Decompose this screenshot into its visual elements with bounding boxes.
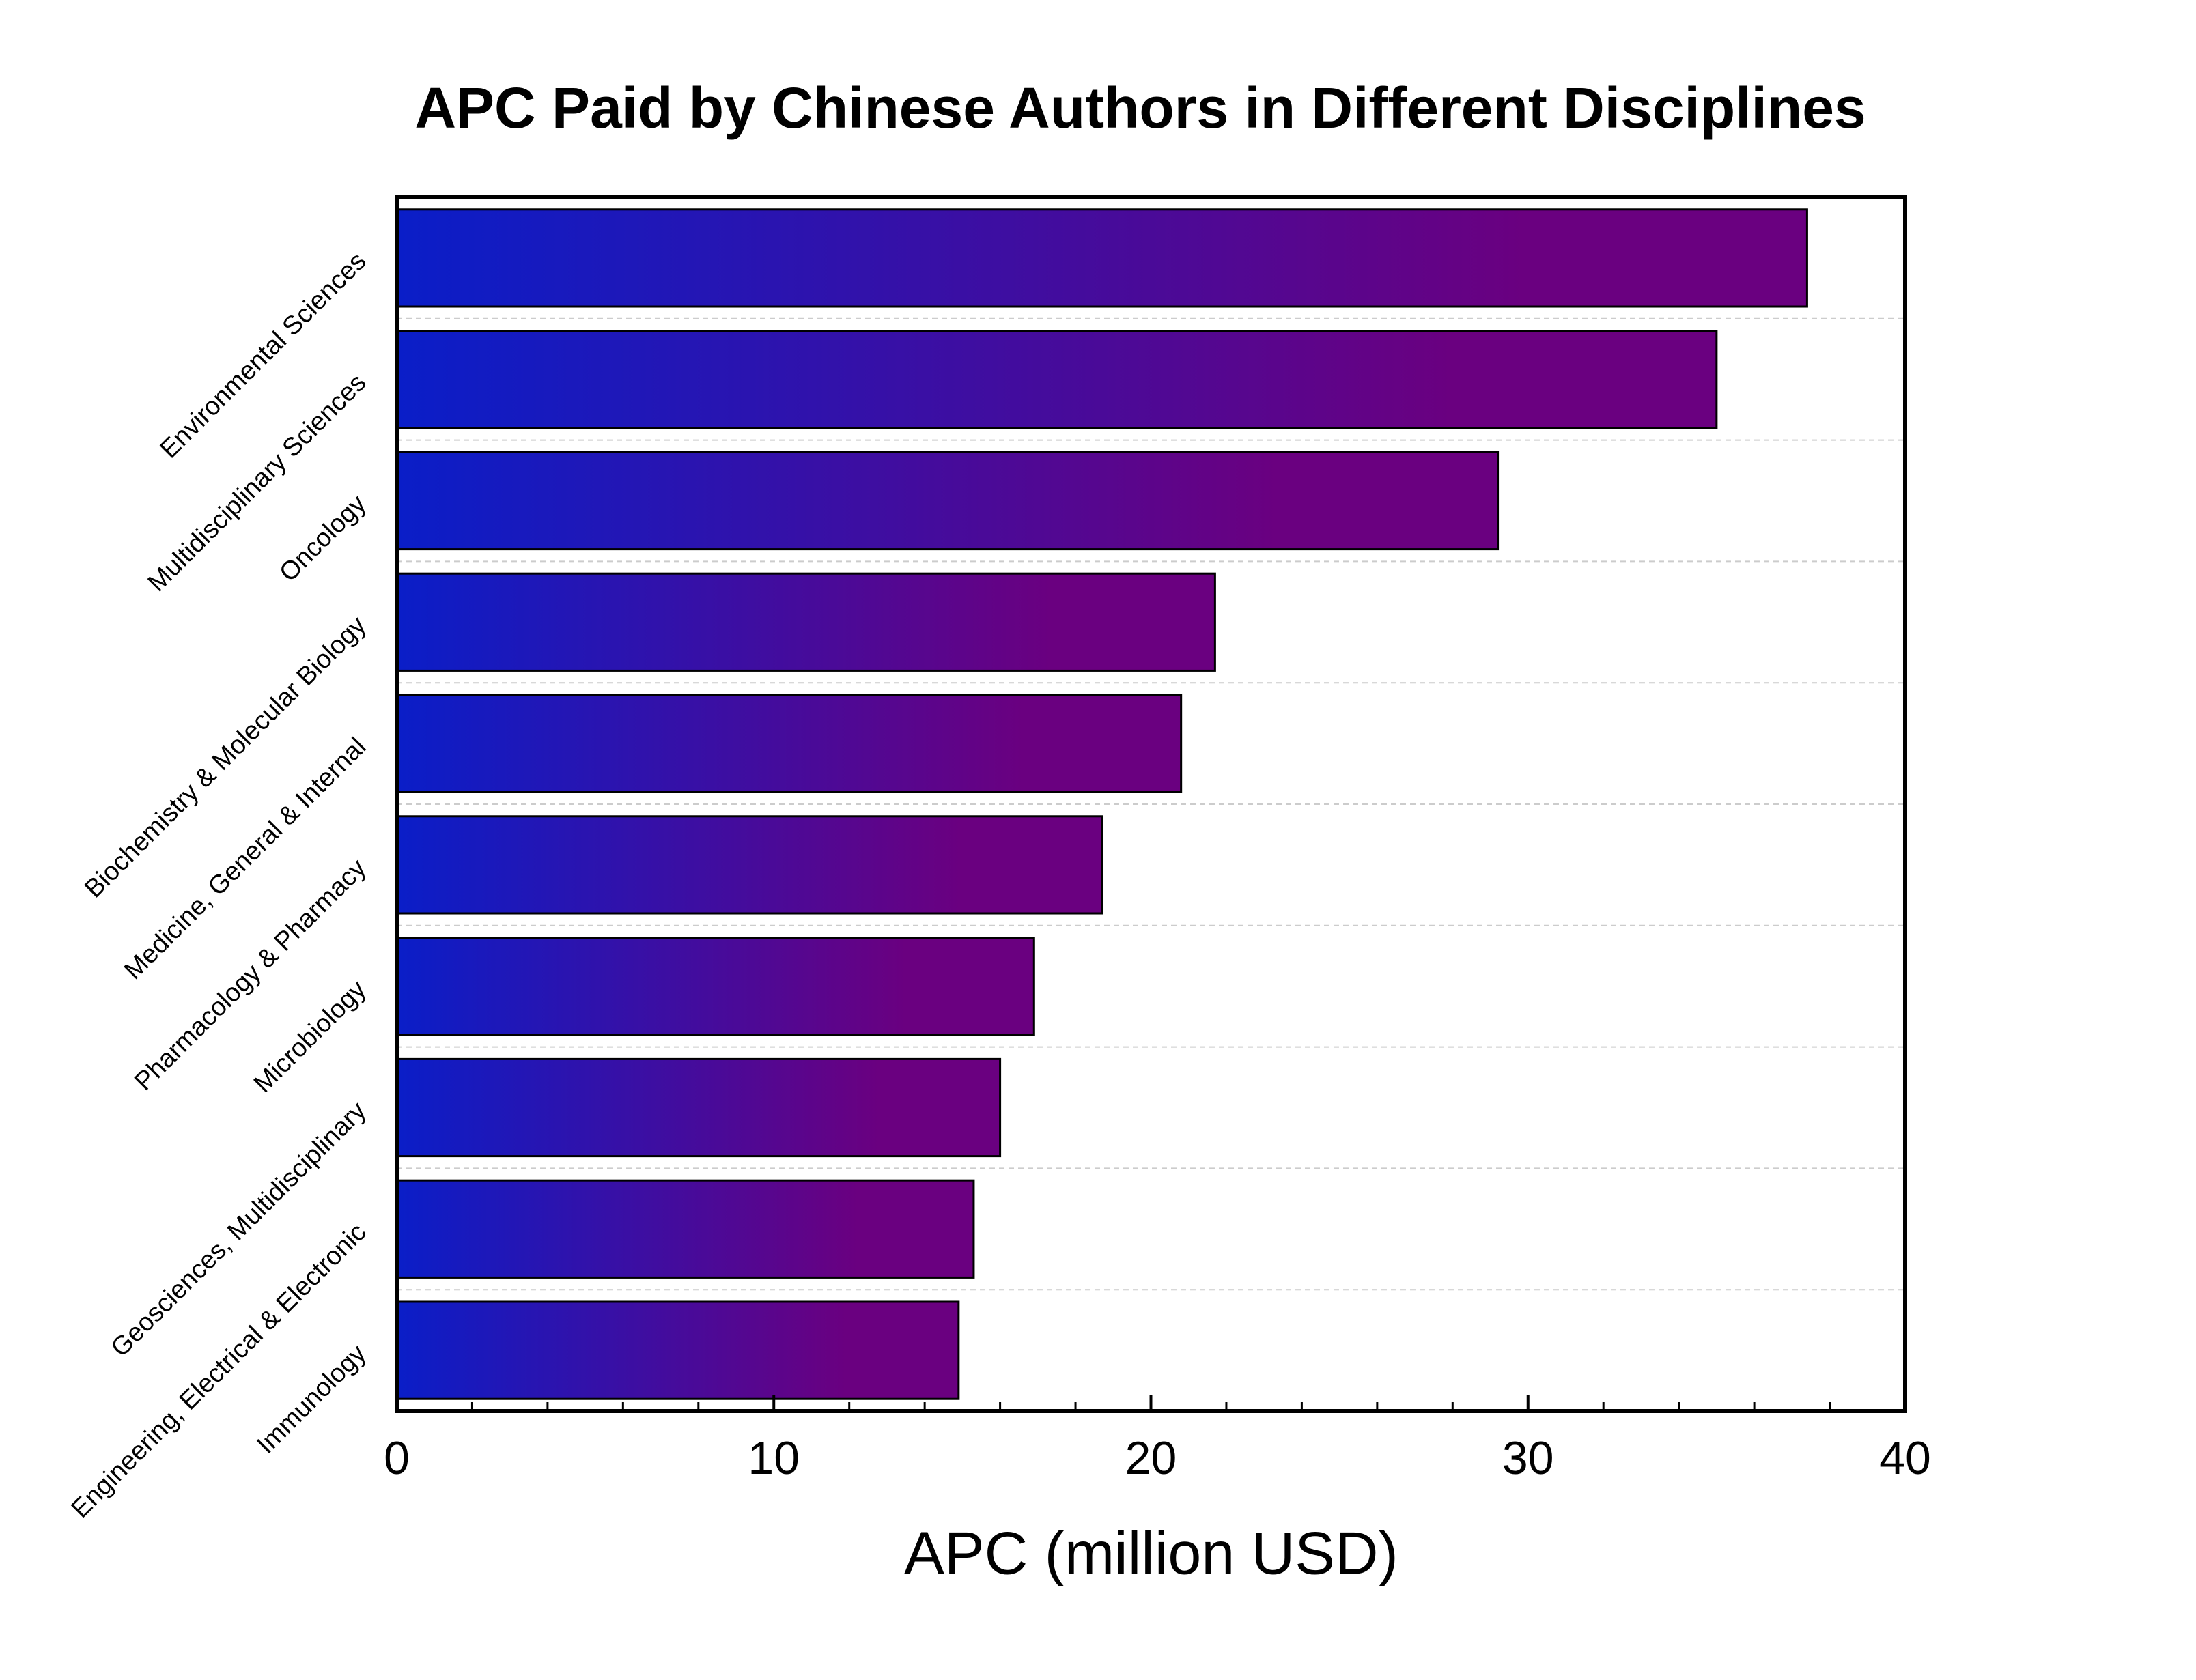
bar [395,330,1718,429]
bar [395,937,1035,1036]
bar [395,572,1216,672]
x-tick-label: 0 [384,1432,410,1484]
x-tick-label: 30 [1502,1432,1554,1484]
y-tick-label: Pharmacology & Pharmacy [129,854,371,1096]
y-tick-label: Medicine, General & Internal [119,732,371,985]
bar [395,451,1500,551]
x-tick-label: 40 [1879,1432,1931,1484]
bar [395,1057,1002,1158]
x-axis-label: APC (million USD) [904,1519,1398,1586]
y-tick-label: Oncology [274,489,371,587]
bar [395,815,1103,915]
bar [395,1300,960,1400]
bar [395,208,1808,308]
chart-title: APC Paid by Chinese Authors in Different… [414,76,1866,140]
bar [395,1179,975,1279]
x-tick-label: 20 [1125,1432,1177,1484]
x-tick-label: 10 [748,1432,800,1484]
y-tick-label: Environmental Sciences [155,247,372,464]
y-tick-label: Immunology [251,1339,371,1460]
bar [395,694,1183,793]
plot-frame [395,195,1907,1413]
y-tick-label: Microbiology [249,975,372,1098]
y-tick-label: Multidisciplinary Sciences [143,368,372,597]
y-tick-label: Geosciences, Multidisciplinary [106,1096,372,1363]
